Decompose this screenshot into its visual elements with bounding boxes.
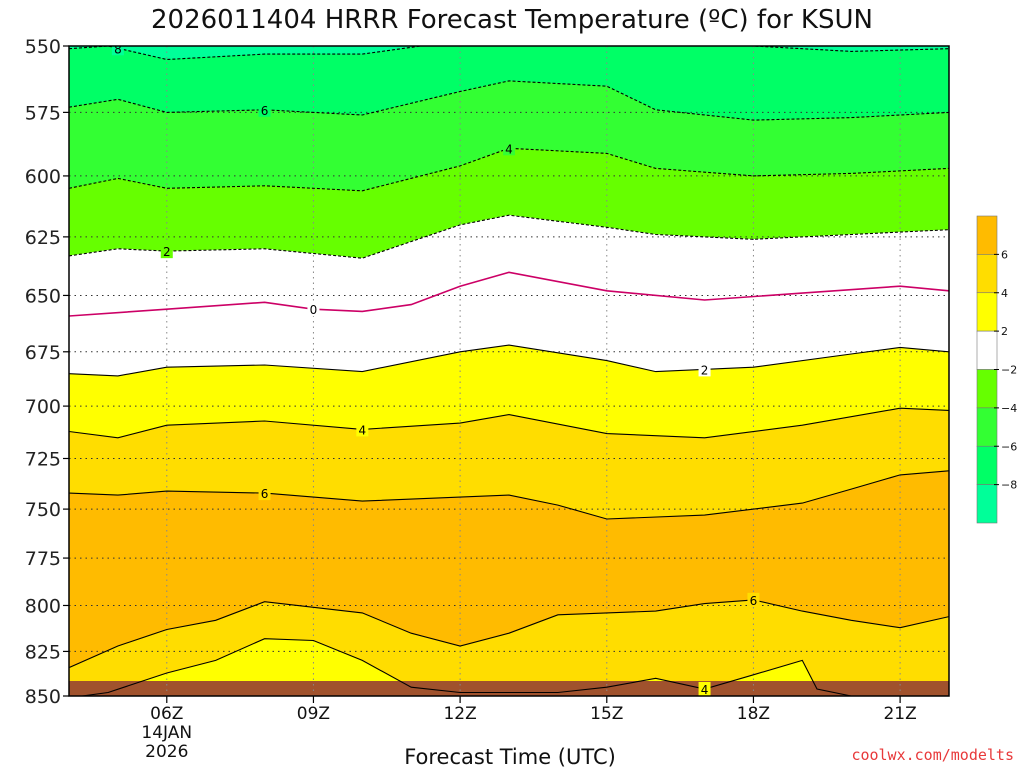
contour-line — [69, 470, 949, 520]
x-tick-label: 21Z — [883, 704, 916, 724]
colorbar-swatch — [976, 369, 998, 409]
colorbar-tick-label: −6 — [1001, 440, 1017, 453]
temperature-bands — [69, 46, 949, 696]
ground-layer — [69, 681, 949, 696]
contour-line — [69, 46, 949, 61]
contour-lines: 8 6 4 2 0 2 4 6 6 4 — [69, 42, 949, 697]
x-tick-label: 18Z — [737, 704, 770, 724]
contour-line — [78, 638, 852, 696]
chart-title: 2026011404 HRRR Forecast Temperature (ºC… — [151, 5, 873, 35]
contour-label: 4 — [359, 423, 367, 437]
colorbar-swatch — [976, 484, 998, 524]
colorbar-tick-label: 2 — [1001, 325, 1008, 338]
x-tick-label: 09Z — [297, 704, 330, 724]
contour-label: 0 — [310, 303, 318, 317]
contour-label-bg — [258, 486, 271, 501]
contour-line — [69, 344, 949, 377]
contour-label: 2 — [163, 245, 171, 259]
colorbar: 6 4 2 −2 −4 −6 −8 — [976, 215, 1017, 524]
x-axis-label: Forecast Time (UTC) — [404, 745, 616, 768]
colorbar-swatch — [976, 407, 998, 447]
colorbar-tick-label: −4 — [1001, 402, 1017, 415]
contour-label-bg — [747, 592, 760, 607]
y-tick-label: 750 — [25, 499, 61, 521]
contour-label-bg — [160, 244, 173, 259]
colorbar-tick-label: 6 — [1001, 248, 1008, 261]
contour-line — [69, 214, 949, 259]
contour-line — [69, 599, 949, 669]
contour-label-bg — [111, 46, 124, 56]
contour-label: 4 — [701, 683, 709, 697]
y-tick-label: 825 — [25, 641, 61, 663]
y-tick-label: 625 — [25, 227, 61, 249]
y-axis: 550 575 600 625 650 675 700 725 750 775 800 825 850 — [25, 36, 69, 708]
plot-frame — [68, 45, 950, 697]
x-tick-label: 12Z — [443, 704, 476, 724]
contour-line — [69, 407, 949, 439]
site-credit: coolwx.com/modelts — [851, 746, 1014, 764]
contour-label: 6 — [750, 594, 758, 608]
contour-label-bg — [356, 422, 369, 437]
contour-line — [69, 271, 949, 317]
x-tick-date-label: 2026 — [145, 742, 188, 762]
contour-line — [69, 80, 949, 121]
y-tick-label: 775 — [25, 548, 61, 570]
colorbar-swatch — [976, 445, 998, 485]
y-tick-label: 575 — [25, 102, 61, 124]
colorbar-swatch — [976, 215, 998, 255]
y-tick-label: 675 — [25, 342, 61, 364]
y-tick-label: 725 — [25, 448, 61, 470]
colorbar-swatch — [976, 292, 998, 332]
y-tick-label: 600 — [25, 166, 61, 188]
contour-label: 4 — [505, 142, 513, 156]
x-tick-label: 06Z — [150, 704, 183, 724]
y-tick-label: 700 — [25, 396, 61, 418]
ground-surface — [69, 681, 949, 696]
x-tick-date-label: 14JAN — [141, 723, 192, 743]
colorbar-tick-label: −8 — [1001, 479, 1017, 492]
colorbar-tick-label: 4 — [1001, 287, 1008, 300]
contour-label-bg — [503, 141, 515, 156]
contour-label-bg — [698, 681, 711, 696]
y-tick-label: 850 — [25, 686, 61, 708]
contour-label: 8 — [114, 42, 122, 56]
contour-label: 6 — [261, 104, 269, 118]
contour-line — [69, 147, 949, 192]
colorbar-swatch — [976, 254, 998, 294]
colorbar-tick-label: −2 — [1001, 364, 1017, 377]
colorbar-swatch — [976, 330, 998, 370]
y-tick-label: 650 — [25, 285, 61, 307]
y-tick-label: 800 — [25, 595, 61, 617]
y-tick-label: 550 — [25, 36, 61, 58]
x-tick-label: 15Z — [590, 704, 623, 724]
grid-lines — [69, 45, 949, 697]
contour-label: 2 — [701, 363, 709, 377]
contour-label-bg — [258, 102, 271, 117]
contour-label-bg — [698, 362, 711, 377]
contour-label: 6 — [261, 487, 269, 501]
contour-label-bg — [307, 302, 320, 317]
